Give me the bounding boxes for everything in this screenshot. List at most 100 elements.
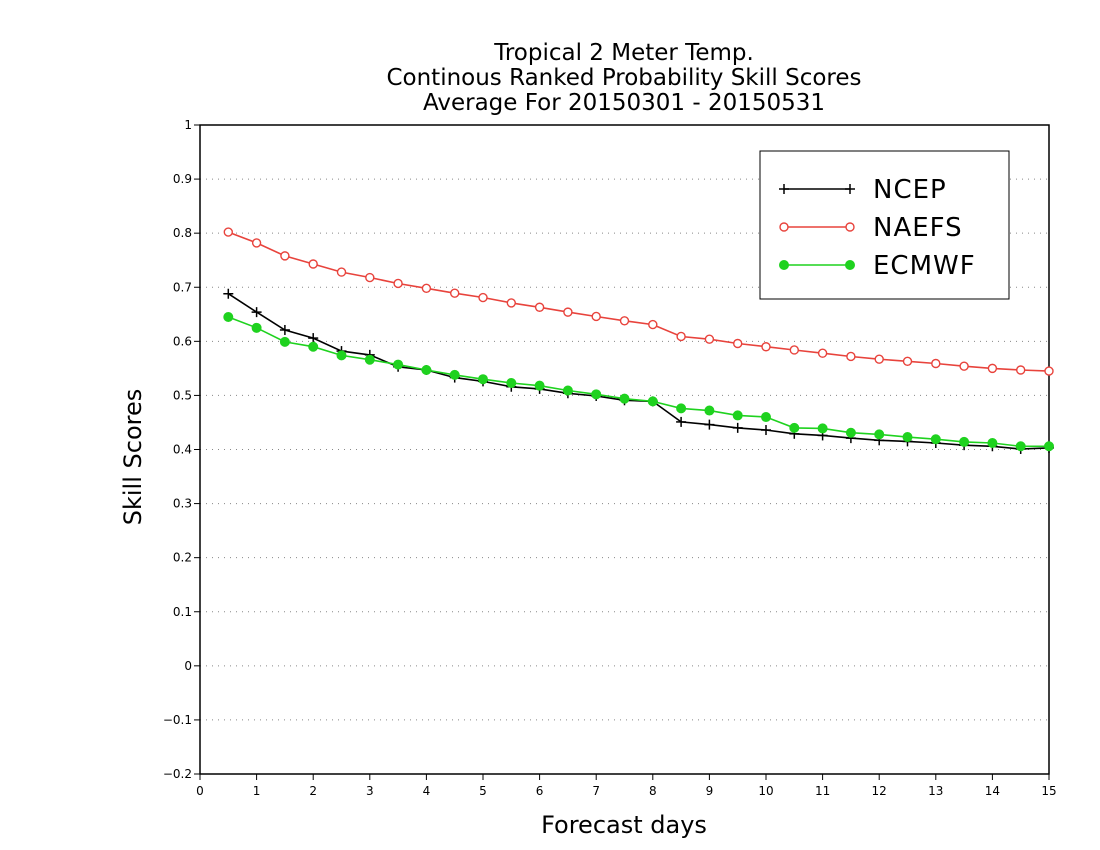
point-ncep [704,419,715,430]
point-naefs [676,331,686,342]
point-ecmwf [959,436,970,447]
point-naefs [1044,366,1054,376]
x-tick-label: 2 [309,784,317,798]
x-tick-label: 11 [815,784,830,798]
point-naefs [450,288,460,298]
legend-label-naefs: NAEFS [873,213,963,243]
point-ncep [279,324,290,335]
legend-marker-ecmwf [779,260,789,270]
point-naefs [959,361,969,371]
point-naefs [704,334,715,344]
legend-label-ncep: NCEP [873,175,947,205]
x-tick-label: 4 [423,784,431,798]
legend-marker-ncep [779,184,789,194]
point-naefs [336,267,347,277]
point-ecmwf [647,396,658,407]
line-ncep [227,293,1050,450]
point-naefs [365,272,375,283]
x-tick-label: 3 [366,784,374,798]
point-naefs [506,298,516,308]
point-naefs [817,348,828,358]
x-tick-label: 5 [479,784,487,798]
legend-marker-naefs [779,222,789,232]
point-ecmwf [676,403,687,414]
chart-title-line-2: Continous Ranked Probability Skill Score… [386,65,861,91]
point-ecmwf [789,422,800,433]
point-ncep [761,425,771,436]
point-naefs [761,342,771,352]
point-naefs [534,302,545,312]
x-tick-label: 12 [872,784,887,798]
point-naefs [1016,365,1026,375]
point-ecmwf [732,410,743,421]
point-naefs [393,278,403,289]
point-naefs [563,307,573,317]
point-ecmwf [364,354,375,365]
point-naefs [733,338,743,349]
point-ecmwf [279,336,290,347]
legend-marker-naefs [845,222,855,232]
legend-marker-ecmwf [845,260,855,270]
point-ecmwf [506,377,517,388]
point-ecmwf [761,412,771,423]
point-ecmwf [393,359,404,370]
chart-title-line-1: Tropical 2 Meter Temp. [493,40,754,66]
point-naefs [308,259,318,269]
y-tick-label: 0.5 [173,388,192,402]
x-tick-label: 7 [592,784,600,798]
y-axis-ticks: −0.2 −0.1 0 0.1 0.2 0.3 0.4 0.5 0.6 0.7 0.8 0.9 1 [163,118,200,781]
x-tick-label: 1 [253,784,261,798]
point-ecmwf [987,438,998,449]
point-ecmwf [251,322,262,333]
line-ecmwf [228,316,1049,448]
chart-title-line-3: Average For 20150301 - 20150531 [423,90,825,116]
point-ecmwf [902,432,913,443]
point-ecmwf [336,350,347,361]
x-tick-label: 15 [1041,784,1056,798]
point-ecmwf [534,380,545,391]
point-ecmwf [845,427,856,438]
point-naefs [902,356,913,367]
point-naefs [987,363,998,374]
legend-frame [759,150,1010,300]
x-tick-label: 0 [196,784,204,798]
point-naefs [280,251,290,261]
x-tick-label: 9 [706,784,714,798]
series-ncep [223,288,1054,454]
series-naefs [223,227,1054,376]
point-ecmwf [449,369,460,380]
point-naefs [789,345,799,355]
legend-label-ecmwf: ECMWF [873,251,976,281]
point-ncep [308,333,319,344]
point-naefs [591,311,601,322]
y-tick-label: 0.9 [173,172,192,186]
x-tick-label: 14 [985,784,1000,798]
point-naefs [251,238,262,248]
point-ecmwf [930,434,941,445]
x-tick-label: 8 [649,784,657,798]
point-naefs [648,319,658,330]
y-tick-label: 0 [184,659,192,673]
series-layer [223,227,1054,454]
x-tick-label: 6 [536,784,544,798]
point-naefs [421,283,432,294]
point-ecmwf [1044,441,1054,452]
y-tick-label: −0.2 [163,767,192,781]
x-tick-label: 13 [928,784,943,798]
point-naefs [846,351,856,362]
point-naefs [619,316,630,326]
x-axis-label: Forecast days [541,811,707,839]
x-tick-label: 10 [758,784,773,798]
point-ecmwf [591,389,602,400]
point-ncep [223,288,234,299]
point-naefs [874,354,884,364]
line-naefs [228,231,1050,372]
y-tick-label: 0.6 [173,334,192,348]
point-ecmwf [562,385,573,396]
point-ecmwf [308,341,319,352]
point-ecmwf [421,364,432,375]
point-ncep [676,416,687,427]
point-ecmwf [704,405,715,416]
point-ncep [251,307,262,318]
